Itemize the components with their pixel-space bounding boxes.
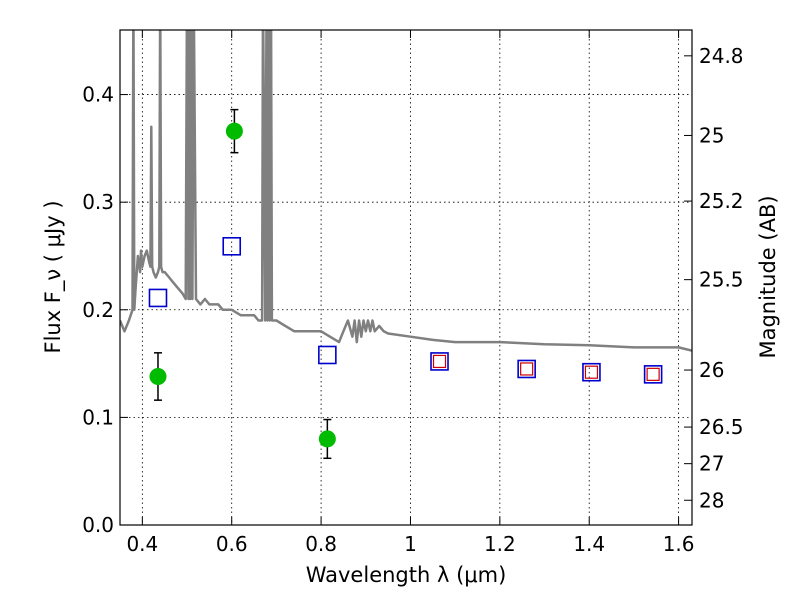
plot-frame: [119, 29, 693, 526]
y2-tick-label: 24.8: [699, 44, 744, 68]
y-tick-label: 0.3: [82, 190, 114, 214]
x-tick-label: 1: [404, 532, 417, 556]
model-photometry-square: [148, 288, 168, 308]
y2-tick-label: 26.5: [699, 415, 744, 439]
x-tick-label: 0.8: [305, 532, 337, 556]
y2-tick-label: 25.2: [699, 189, 744, 213]
y2-axis-label: Magnitude (AB): [756, 195, 780, 358]
upper-limit-square: [432, 354, 447, 369]
y-tick-label: 0.2: [82, 298, 114, 322]
y-tick-label: 0.1: [82, 405, 114, 429]
observed-point: [318, 430, 336, 448]
x-tick-label: 1.4: [573, 532, 605, 556]
model-photometry-square: [643, 365, 663, 384]
axis-ticks: 0.4 0.6 0.8 1 1.2 1.4 1.6 0.0 0.1 0.2 0.3 0.4 24.8 25…: [82, 30, 744, 556]
observed-point: [225, 122, 243, 140]
y-tick-label: 0.0: [82, 513, 114, 537]
plot-area: [120, 30, 692, 460]
x-axis-label: Wavelength λ (μm): [306, 563, 507, 587]
model-photometry-square: [430, 352, 449, 371]
upper-limit-square: [584, 365, 599, 379]
grid-lines: [120, 30, 692, 526]
y2-tick-label: 27: [699, 452, 724, 476]
y2-tick-label: 28: [699, 488, 724, 512]
x-tick-label: 1.6: [663, 532, 695, 556]
x-tick-label: 0.6: [216, 532, 248, 556]
x-tick-label: 1.2: [484, 532, 516, 556]
observed-point: [149, 368, 167, 385]
upper-limit-square: [646, 367, 660, 381]
y2-tick-label: 25.5: [699, 268, 744, 292]
model-photometry-square: [582, 362, 601, 382]
y2-tick-label: 25: [699, 123, 724, 147]
model-spectrum-line: [120, 30, 692, 352]
y-axis-label: Flux F_ν ( μJy ): [41, 200, 66, 353]
model-photometry-square: [222, 236, 242, 256]
x-tick-label: 0.4: [126, 532, 158, 556]
y2-tick-label: 26: [699, 358, 724, 382]
model-photometry-square: [517, 359, 536, 379]
upper-limit-square: [520, 362, 534, 376]
y-tick-label: 0.4: [82, 83, 114, 107]
model-photometry-square: [318, 345, 337, 365]
